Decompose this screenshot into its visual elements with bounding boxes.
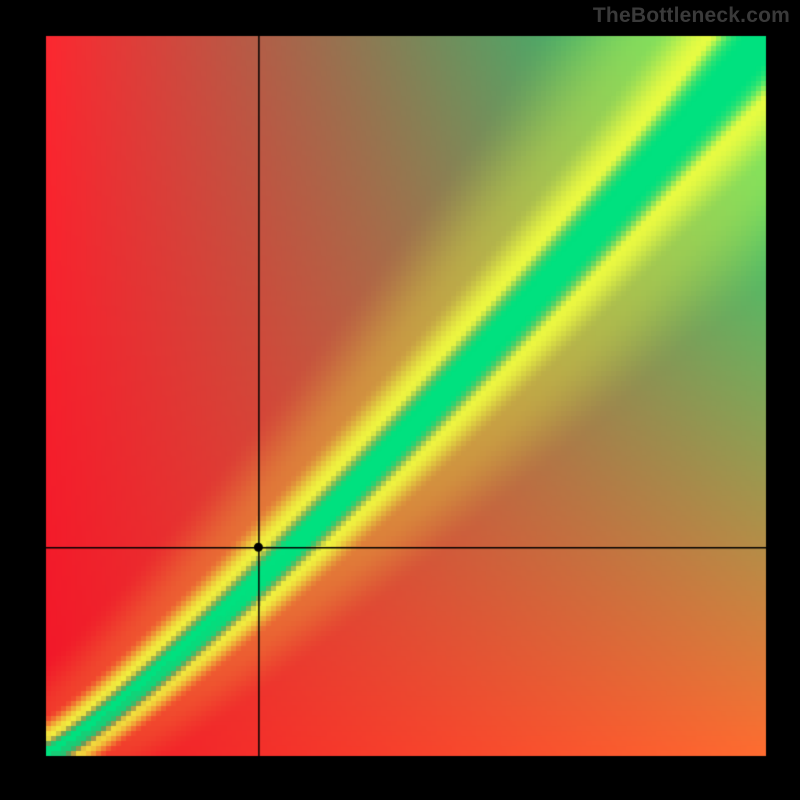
watermark-text: TheBottleneck.com [593,4,790,28]
heatmap-canvas [0,0,800,800]
chart-container: TheBottleneck.com [0,0,800,800]
